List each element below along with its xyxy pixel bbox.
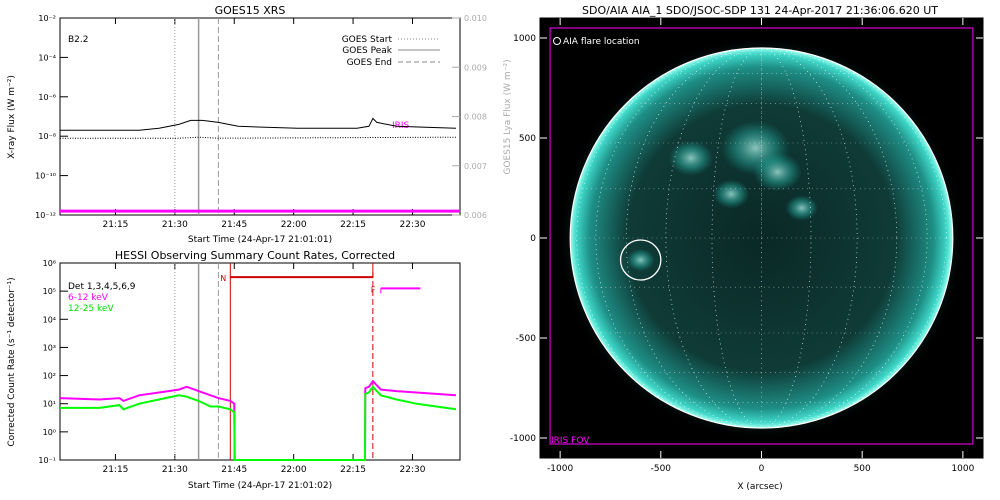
hessi-plot-frame [59, 262, 461, 461]
goes-series [60, 117, 460, 213]
aia-panel: SDO/AIA AIA_1 SDO/JSOC-SDP 131 24-Apr-20… [510, 4, 984, 492]
hessi-series-line-1 [60, 385, 457, 461]
aia-xlabel: X (arcsec) [737, 482, 782, 492]
aia-active-region-3 [626, 248, 655, 272]
hessi-legend-title: Det 1,3,4,5,6,9 [68, 282, 136, 292]
hessi-event-markers [174, 263, 374, 460]
hessi-legend-6-12: 6-12 keV [68, 293, 109, 303]
aia-iris-fov-box [549, 27, 974, 445]
aia-limb [569, 47, 954, 429]
x-tick-label: 21:15 [102, 465, 128, 475]
aia-flare-location-circle [619, 239, 662, 281]
y-tick-label-right: 0.006 [464, 211, 487, 220]
x-tick-label: 22:30 [400, 465, 426, 475]
x-tick-label: 21:45 [221, 465, 247, 475]
hessi-night-label: N [220, 274, 226, 283]
aia-x-tick-label: 0 [759, 464, 765, 474]
x-tick-label: 22:15 [340, 465, 366, 475]
hessi-xlabel: Start Time (24-Apr-17 21:01:02) [188, 481, 332, 491]
goes-y-ticks: 10⁻¹² 10⁻¹⁰ 10⁻⁸ 10⁻⁶ 10⁻⁴ 10⁻² [35, 14, 68, 220]
goes-series-line-0 [60, 117, 457, 131]
goes-ylabel-right: GOES15 Lya Flux (W m⁻²) [503, 59, 513, 174]
x-tick-label: 22:00 [281, 220, 307, 230]
goes-ylabel: X-ray Flux (W m⁻²) [7, 75, 17, 159]
goes-plot-frame [59, 17, 461, 216]
y-tick-label: 10⁻¹² [35, 211, 56, 220]
x-tick-label: 22:15 [340, 220, 366, 230]
aia-longitude-line [576, 47, 947, 429]
aia-x-tick-label: 500 [854, 464, 871, 474]
aia-y-tick-label: -500 [516, 334, 537, 344]
hessi-x-ticks: 21:15 21:30 21:45 22:00 22:15 22:30 [102, 263, 426, 475]
hessi-panel: HESSI Observing Summary Count Rates, Cor… [7, 249, 461, 491]
aia-y-ticks: -1000 -500 0 500 1000 [510, 34, 983, 444]
hessi-night-flare-bars [230, 269, 421, 294]
hessi-series [59, 379, 457, 461]
aia-longitude-line [625, 47, 898, 429]
aia-y-tick-label: 1000 [513, 34, 536, 44]
aia-solar-image [549, 27, 974, 445]
x-tick-label: 22:30 [400, 220, 426, 230]
hessi-title: HESSI Observing Summary Count Rates, Cor… [115, 249, 395, 262]
y-tick-label: 10⁵ [43, 287, 56, 296]
aia-active-region-4 [713, 179, 750, 209]
aia-x-tick-label: -500 [651, 464, 672, 474]
aia-longitude-line [711, 47, 812, 429]
goes-xlabel: Start Time (24-Apr-17 21:01:01) [188, 235, 332, 245]
y-tick-label: 10³ [43, 343, 56, 352]
goes-event-markers [174, 18, 219, 215]
y-tick-label-right: 0.008 [464, 113, 487, 122]
x-tick-label: 21:30 [162, 465, 188, 475]
goes-title: GOES15 XRS [215, 4, 286, 17]
aia-flare-location-legend-icon [553, 37, 561, 45]
y-tick-label-right: 0.009 [464, 63, 487, 72]
aia-flare-location-label: AIA flare location [563, 37, 640, 47]
y-tick-label: 10⁻¹ [38, 456, 56, 465]
y-tick-label-right: 0.007 [464, 162, 487, 171]
goes-y-ticks-right: 0.006 0.007 0.008 0.009 0.010 [452, 14, 487, 220]
aia-x-ticks: -1000 -500 0 500 1000 [547, 18, 975, 474]
goes-legend: GOES Start GOES Peak GOES End [342, 35, 440, 68]
x-tick-label: 21:15 [102, 220, 128, 230]
aia-x-tick-label: 1000 [951, 464, 974, 474]
aia-active-region-5 [785, 195, 818, 221]
y-tick-label: 10⁻⁸ [38, 132, 56, 141]
y-tick-label: 10⁴ [43, 315, 56, 324]
y-tick-label: 10⁰ [43, 428, 56, 437]
aia-active-region-2 [668, 140, 714, 176]
y-tick-label: 10⁶ [43, 259, 56, 268]
aia-title: SDO/AIA AIA_1 SDO/JSOC-SDP 131 24-Apr-20… [582, 4, 938, 17]
goes-panel: GOES15 XRS X-ray Flux (W m⁻²) GOES15 Lya… [7, 4, 513, 245]
hessi-ylabel: Corrected Count Rate (s⁻¹ detector⁻¹) [7, 277, 17, 446]
legend-goes-peak: GOES Peak [342, 46, 392, 56]
goes-series-line-1 [60, 136, 457, 139]
goes-class-label: B2.2 [68, 35, 89, 45]
y-tick-label: 10⁻⁶ [38, 93, 56, 102]
y-tick-label: 10⁻¹⁰ [35, 172, 56, 181]
aia-y-tick-label: 0 [530, 234, 536, 244]
aia-active-region-1 [753, 152, 802, 192]
aia-y-tick-label: 500 [519, 134, 536, 144]
y-tick-label-right: 0.010 [464, 14, 487, 23]
aia-x-tick-label: -1000 [547, 464, 573, 474]
aia-fov-label: IRIS FOV [551, 436, 590, 446]
y-tick-label: 10⁻² [38, 14, 56, 23]
legend-goes-end: GOES End [347, 58, 392, 68]
hessi-flare-label: F [371, 285, 376, 294]
x-tick-label: 22:00 [281, 465, 307, 475]
hessi-series-line-0 [59, 379, 457, 461]
aia-heliographic-grid [570, 47, 953, 429]
x-tick-label: 21:45 [221, 220, 247, 230]
hessi-legend-12-25: 12-25 keV [68, 304, 114, 314]
x-tick-label: 21:30 [162, 220, 188, 230]
y-tick-label: 10² [43, 372, 56, 381]
aia-longitude-line [595, 47, 928, 429]
y-tick-label: 10¹ [43, 400, 56, 409]
hessi-y-ticks: 10⁻¹ 10⁰ 10¹ 10² 10³ 10⁴ 10⁵ 10⁶ [38, 259, 68, 465]
aia-y-tick-label: -1000 [510, 434, 536, 444]
legend-goes-start: GOES Start [342, 35, 393, 45]
y-tick-label: 10⁻⁴ [38, 53, 56, 62]
